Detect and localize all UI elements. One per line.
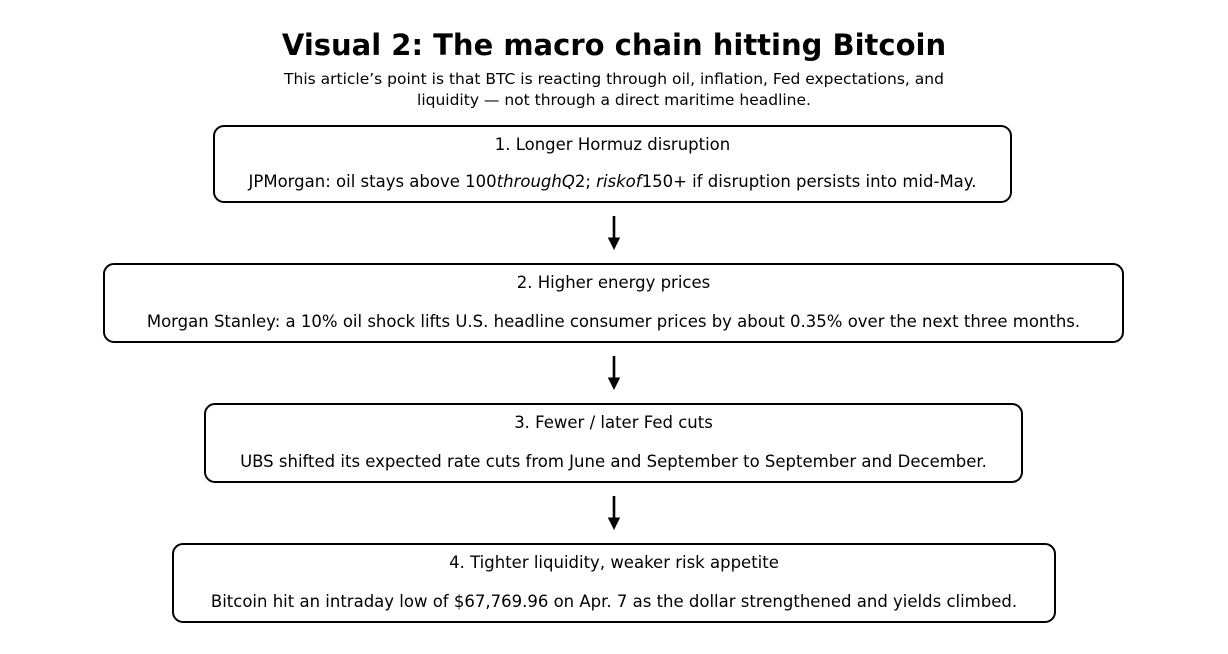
flow-step-4-header: 4. Tighter liquidity, weaker risk appeti… xyxy=(449,553,779,572)
flow-step-1-body-italic-2: riskof xyxy=(596,172,642,191)
down-arrow-icon xyxy=(607,356,621,390)
flow-step-2-body: Morgan Stanley: a 10% oil shock lifts U.… xyxy=(146,312,1081,331)
flow-step-3-fewer-later-fed-cuts: 3. Fewer / later Fed cuts UBS shifted it… xyxy=(204,403,1023,483)
flow-step-1-header: 1. Longer Hormuz disruption xyxy=(494,135,731,154)
flow-step-1-longer-hormuz-disruption: 1. Longer Hormuz disruption JPMorgan: oi… xyxy=(213,125,1012,203)
flow-step-1-body: JPMorgan: oil stays above 100throughQ2; … xyxy=(223,172,1002,191)
flow-step-4-body: Bitcoin hit an intraday low of $67,769.9… xyxy=(210,592,1018,611)
page-subtitle: This article’s point is that BTC is reac… xyxy=(0,69,1228,111)
down-arrow-icon xyxy=(607,216,621,250)
down-arrow-icon xyxy=(607,496,621,530)
subtitle-line-1: This article’s point is that BTC is reac… xyxy=(284,70,944,88)
flow-step-4-tighter-liquidity: 4. Tighter liquidity, weaker risk appeti… xyxy=(172,543,1056,623)
flow-step-2-header: 2. Higher energy prices xyxy=(516,273,711,292)
flow-step-3-header: 3. Fewer / later Fed cuts xyxy=(514,413,713,432)
flow-step-1-body-text-2: 2; xyxy=(574,172,597,191)
flow-step-2-higher-energy-prices: 2. Higher energy prices Morgan Stanley: … xyxy=(103,263,1124,343)
flow-step-1-body-text-1: JPMorgan: oil stays above 100 xyxy=(248,172,497,191)
flow-step-1-body-italic-1: throughQ xyxy=(496,172,575,191)
subtitle-line-2: liquidity — not through a direct maritim… xyxy=(417,91,811,109)
page-title: Visual 2: The macro chain hitting Bitcoi… xyxy=(281,28,947,62)
flow-step-3-body: UBS shifted its expected rate cuts from … xyxy=(240,452,987,471)
flow-step-1-body-text-3: 150+ if disruption persists into mid-May… xyxy=(641,172,977,191)
